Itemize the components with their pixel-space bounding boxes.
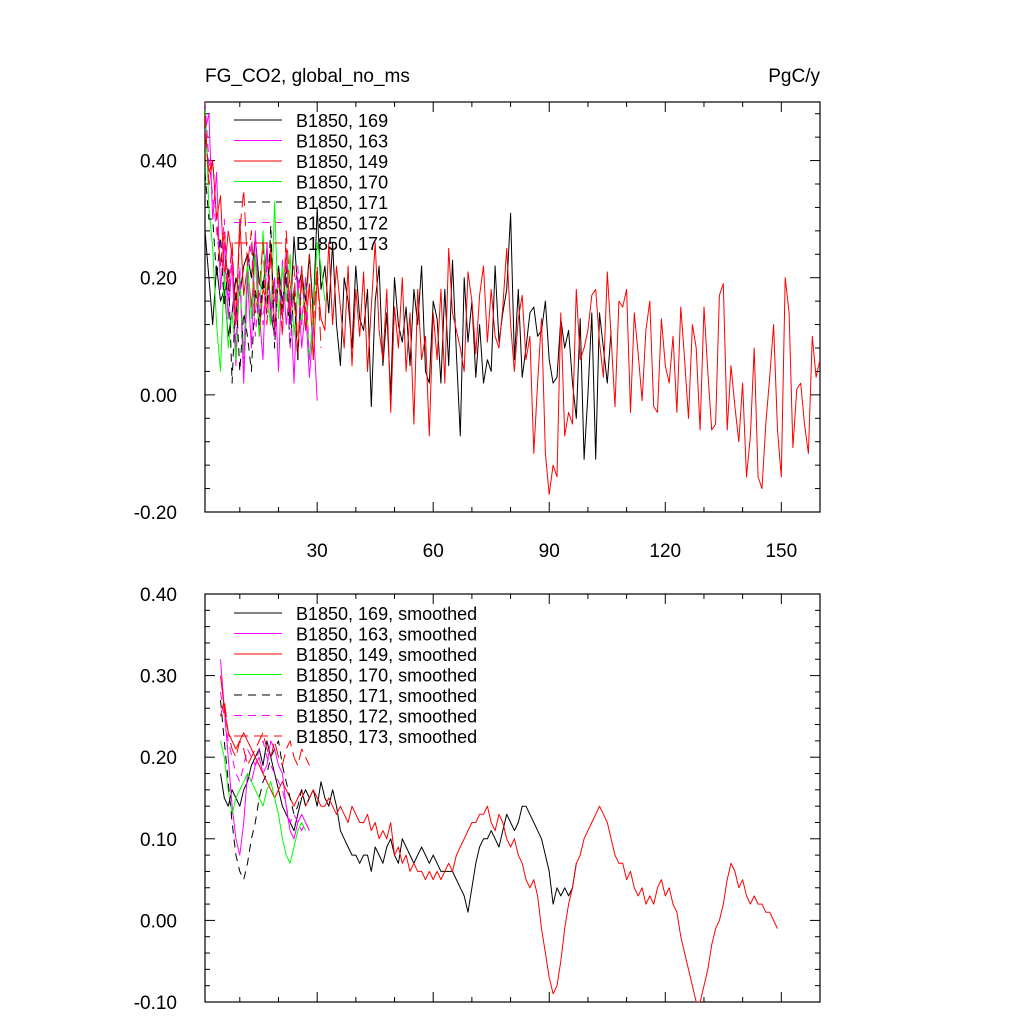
legend-label: B1850, 172, smoothed: [296, 707, 477, 727]
top-panel-title: FG_CO2, global_no_ms: [205, 66, 410, 87]
series-line: [220, 691, 310, 832]
y-tick-label: 0.20: [140, 269, 177, 290]
y-tick-label: 0.00: [140, 386, 177, 407]
plot-frame: [204, 593, 821, 1003]
series-line: [220, 740, 307, 864]
series-line: [205, 113, 318, 401]
legend-label: B1850, 163: [296, 132, 388, 152]
legend-label: B1850, 173: [296, 234, 388, 254]
top-panel: FG_CO2, global_no_ms PgC/y -0.20 0.00 0.20…: [134, 66, 821, 562]
y-tick-label: 0.00: [140, 911, 177, 932]
x-tick-label: 60: [423, 541, 444, 562]
legend-label: B1850, 169, smoothed: [296, 604, 477, 624]
legend-label: B1850, 171: [296, 193, 388, 213]
legend-label: B1850, 169: [296, 111, 388, 131]
series-line: [205, 131, 820, 495]
legend-label: B1850, 149, smoothed: [296, 645, 477, 665]
series-group: [220, 659, 778, 1002]
legend-label: B1850, 173, smoothed: [296, 727, 477, 747]
legend-label: B1850, 172: [296, 214, 388, 234]
x-tick-label: 90: [539, 541, 560, 562]
series-line: [220, 699, 310, 766]
y-tick-label: 0.30: [140, 667, 177, 688]
x-tick-label: 120: [649, 541, 681, 562]
legend-label: B1850, 170, smoothed: [296, 666, 477, 686]
plot-frame: [204, 101, 821, 513]
x-tick-label: 150: [765, 541, 797, 562]
y-tick-label: -0.10: [134, 993, 177, 1014]
series-line: [220, 675, 778, 1002]
bottom-panel: -0.10 0.00 0.10 0.20 0.30 0.40 B1850, 169, smo…: [134, 585, 821, 1014]
x-tick-label: 30: [307, 541, 328, 562]
legend-label: B1850, 149: [296, 152, 388, 172]
series-line: [205, 206, 612, 460]
top-panel-units: PgC/y: [768, 66, 820, 87]
legend-label: B1850, 170: [296, 173, 388, 193]
series-line: [220, 740, 577, 913]
series-line: [220, 659, 310, 856]
series-line: [205, 172, 303, 384]
series-line: [205, 102, 310, 372]
y-tick-label: 0.40: [140, 152, 177, 173]
legend-label: B1850, 171, smoothed: [296, 686, 477, 706]
series-line: [220, 700, 310, 881]
y-tick-label: -0.20: [134, 503, 177, 524]
y-tick-label: 0.10: [140, 830, 177, 851]
y-tick-label: 0.20: [140, 748, 177, 769]
legend-label: B1850, 163, smoothed: [296, 625, 477, 645]
y-tick-label: 0.40: [140, 585, 177, 606]
